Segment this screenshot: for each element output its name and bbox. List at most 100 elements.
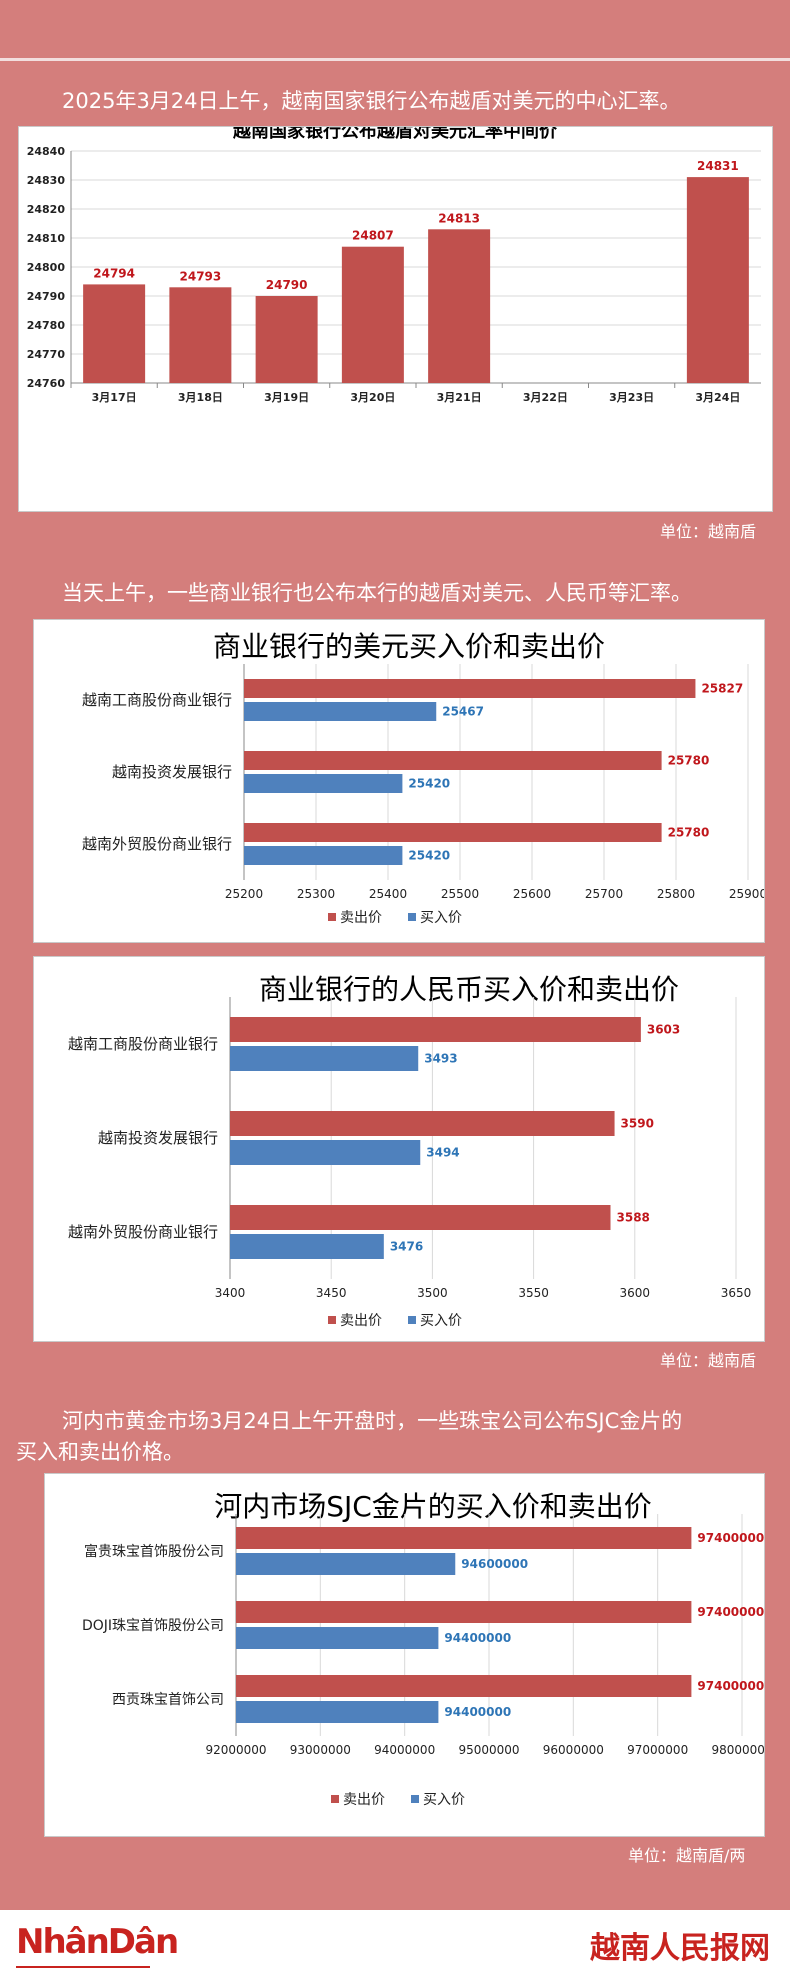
chart-cny-rates: 商业银行的人民币买入价和卖出价 3400 3450 3500 3550 3600 3650 越…: [68, 973, 752, 1329]
chart-title: 商业银行的美元买入价和卖出价: [213, 630, 605, 663]
y-tick-label: 24760: [27, 377, 66, 390]
bar: [341, 246, 404, 383]
chart-panel-central-rate: 越南国家银行公布越盾对美元汇率中间价 24760 24770 24780 24790 24…: [18, 126, 773, 512]
brand-name: 越南人民报网: [590, 1931, 770, 1966]
x-tick-label: 94000000: [374, 1743, 435, 1757]
intro-paragraph-1: 2025年3月24日上午，越南国家银行公布越盾对美元的中心汇率。: [62, 89, 681, 113]
data-label: 25467: [442, 705, 484, 719]
x-tick-label: 25800: [657, 887, 695, 901]
chart-usd-rates: 商业银行的美元买入价和卖出价 25200 25300 25400 25500 25600 2…: [82, 630, 764, 926]
category-label: 越南工商股份商业银行: [68, 1035, 218, 1053]
chart-title: 河内市场SJC金片的买入价和卖出价: [214, 1490, 652, 1523]
x-tick-label: 3月19日: [264, 391, 309, 404]
x-tick-label: 3400: [215, 1286, 246, 1300]
legend-label: 买入价: [420, 910, 462, 926]
chart-panel-usd: 商业银行的美元买入价和卖出价 25200 25300 25400 25500 25600 2…: [33, 619, 765, 943]
y-tick-label: 24770: [27, 348, 66, 361]
legend-swatch: [408, 913, 416, 921]
legend-swatch: [328, 1316, 336, 1324]
bar: [230, 1205, 611, 1230]
x-tick-label: 25300: [297, 887, 335, 901]
category-label: 越南投资发展银行: [98, 1129, 218, 1147]
x-tick-label: 3月20日: [350, 391, 395, 404]
bar: [236, 1601, 692, 1623]
nhandan-logo: NhânDân: [16, 1922, 179, 1962]
unit-label-1: 单位：越南盾: [660, 522, 757, 541]
x-tick-label: 3月22日: [523, 391, 568, 404]
data-label: 3494: [426, 1146, 459, 1160]
x-tick-label: 25900: [729, 887, 764, 901]
category-label: 越南外贸股份商业银行: [68, 1223, 218, 1241]
category-label: 越南工商股份商业银行: [82, 691, 232, 709]
legend-swatch: [331, 1795, 339, 1803]
bar: [236, 1701, 439, 1723]
category-label: 越南外贸股份商业银行: [82, 835, 232, 853]
chart-title: 商业银行的人民币买入价和卖出价: [259, 973, 679, 1006]
x-tick-label: 95000000: [458, 1743, 519, 1757]
x-tick-label: 25400: [369, 887, 407, 901]
x-tick-label: 98000000: [711, 1743, 764, 1757]
data-label: 3588: [617, 1211, 650, 1225]
logo-underline: [16, 1966, 150, 1968]
data-label: 24807: [352, 229, 394, 243]
bar: [255, 296, 318, 383]
chart-gold-prices: 河内市场SJC金片的买入价和卖出价 92000000 93000000 9400000…: [82, 1490, 764, 1808]
x-tick-label: 3月21日: [437, 391, 482, 404]
bar: [428, 229, 491, 383]
chart-central-rate: 越南国家银行公布越盾对美元汇率中间价 24760 24770 24780 24790 24…: [27, 127, 761, 404]
x-tick-label: 3月23日: [609, 391, 654, 404]
data-label: 25827: [701, 682, 743, 696]
legend-label: 买入价: [420, 1313, 462, 1329]
legend-label: 卖出价: [343, 1792, 385, 1808]
bar: [244, 774, 403, 793]
data-label: 97400000: [697, 1605, 764, 1619]
data-label: 3476: [390, 1240, 423, 1254]
data-label: 94400000: [444, 1705, 511, 1719]
bar: [244, 846, 403, 865]
intro-paragraph-3a: 河内市黄金市场3月24日上午开盘时，一些珠宝公司公布SJC金片的: [62, 1409, 683, 1433]
bar: [83, 284, 146, 383]
legend-swatch: [411, 1795, 419, 1803]
x-tick-label: 93000000: [290, 1743, 351, 1757]
legend-swatch: [408, 1316, 416, 1324]
data-label: 97400000: [697, 1679, 764, 1693]
intro-paragraph-2: 当天上午，一些商业银行也公布本行的越盾对美元、人民币等汇率。: [62, 581, 692, 605]
y-tick-label: 24830: [27, 174, 66, 187]
legend-swatch: [328, 913, 336, 921]
data-label: 3603: [647, 1023, 680, 1037]
legend-label: 卖出价: [340, 1313, 382, 1329]
y-tick-label: 24820: [27, 203, 66, 216]
x-tick-label: 25500: [441, 887, 479, 901]
x-tick-label: 3500: [417, 1286, 448, 1300]
bar: [244, 751, 662, 770]
data-label: 25780: [668, 826, 710, 840]
bar: [230, 1234, 384, 1259]
bar: [244, 823, 662, 842]
legend-label: 卖出价: [340, 910, 382, 926]
category-label: 越南投资发展银行: [112, 763, 232, 781]
bar: [236, 1553, 456, 1575]
bar: [236, 1527, 692, 1549]
data-label: 24831: [697, 159, 739, 173]
x-tick-label: 25200: [225, 887, 263, 901]
unit-label-3: 单位：越南盾/两: [628, 1846, 746, 1865]
bar: [244, 702, 437, 721]
top-divider: [0, 58, 790, 61]
x-tick-label: 3月18日: [178, 391, 223, 404]
data-label: 94600000: [461, 1557, 528, 1571]
x-tick-label: 25600: [513, 887, 551, 901]
y-tick-label: 24780: [27, 319, 66, 332]
category-label: 西贡珠宝首饰公司: [112, 1692, 224, 1708]
x-tick-label: 3650: [721, 1286, 752, 1300]
data-label: 25420: [408, 849, 450, 863]
data-label: 94400000: [444, 1631, 511, 1645]
footer: NhânDân 越南人民报网: [0, 1910, 790, 1975]
legend-label: 买入价: [423, 1792, 465, 1808]
x-tick-label: 25700: [585, 887, 623, 901]
data-label: 3590: [621, 1117, 654, 1131]
x-tick-label: 3450: [316, 1286, 347, 1300]
data-label: 24813: [438, 211, 480, 225]
chart-panel-gold: 河内市场SJC金片的买入价和卖出价 92000000 93000000 9400000…: [44, 1473, 765, 1837]
data-label: 24790: [266, 278, 308, 292]
y-tick-label: 24800: [27, 261, 66, 274]
